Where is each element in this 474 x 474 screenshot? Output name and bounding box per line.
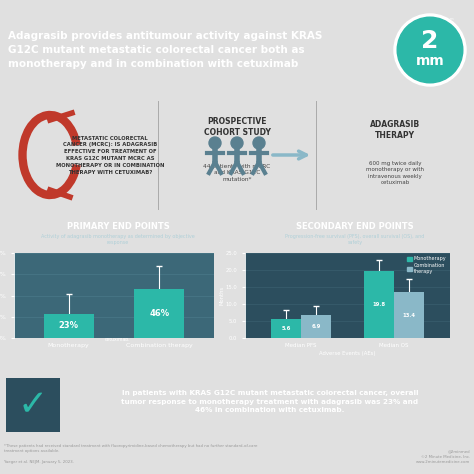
- Bar: [271, 319, 301, 338]
- Bar: [44, 314, 93, 338]
- Text: Yaeger et al. NEJM. January 5, 2023.: Yaeger et al. NEJM. January 5, 2023.: [4, 460, 74, 464]
- Text: 2: 2: [421, 29, 439, 53]
- Text: Progression-free survival (PFS), overall survival (OS), and
safety: Progression-free survival (PFS), overall…: [285, 234, 425, 245]
- Text: ™: ™: [448, 18, 454, 24]
- Circle shape: [231, 137, 243, 149]
- Text: 19.8: 19.8: [373, 302, 386, 307]
- Text: @2minmed
©2 Minute Medicine, Inc.
www.2minutemedicine.com: @2minmed ©2 Minute Medicine, Inc. www.2m…: [416, 450, 470, 464]
- Text: PRIMARY END POINTS: PRIMARY END POINTS: [67, 222, 169, 231]
- Y-axis label: Months: Months: [219, 286, 224, 305]
- Circle shape: [397, 17, 463, 83]
- Bar: [394, 292, 424, 338]
- Text: 5.6: 5.6: [281, 326, 291, 331]
- Text: SECONDARY END POINTS: SECONDARY END POINTS: [296, 222, 414, 231]
- Legend: Monotherapy, Combination
therapy: Monotherapy, Combination therapy: [406, 255, 447, 274]
- Text: 23%: 23%: [59, 321, 79, 330]
- Text: 13.4: 13.4: [402, 313, 416, 318]
- Bar: [301, 315, 331, 338]
- Text: mm: mm: [416, 54, 444, 68]
- Text: 44 patients with mCRC
and KRAS G12C
mutation*: 44 patients with mCRC and KRAS G12C muta…: [203, 164, 271, 182]
- Bar: [135, 289, 184, 338]
- Text: 600 mg twice daily
monotherapy or with
intravenous weekly
cetuximab: 600 mg twice daily monotherapy or with i…: [366, 161, 424, 185]
- Bar: [365, 271, 394, 338]
- Text: ✓: ✓: [18, 388, 48, 422]
- Text: 6.9: 6.9: [311, 324, 320, 329]
- Text: Activity of adagrasib monotherapy as determined by objective
response: Activity of adagrasib monotherapy as det…: [41, 234, 195, 245]
- Text: *These patients had received standard treatment with fluoropyrimidine-based chem: *These patients had received standard tr…: [4, 444, 257, 453]
- Text: 93% of patients in the monotherapy treatment group experienced
AEs of any grade : 93% of patients in the monotherapy treat…: [282, 318, 428, 337]
- Text: ADAGRASIB
THERAPY: ADAGRASIB THERAPY: [370, 120, 420, 140]
- Text: Adagrasib provides antitumour activity against KRAS
G12C mutant metastatic color: Adagrasib provides antitumour activity a…: [8, 31, 322, 69]
- Circle shape: [253, 137, 265, 149]
- Text: METASTATIC COLORECTAL
CANCER (MCRC): IS ADAGRASIB
EFFECTIVE FOR TREATMENT OF
KRA: METASTATIC COLORECTAL CANCER (MCRC): IS …: [56, 136, 164, 174]
- Text: PROSPECTIVE
COHORT STUDY: PROSPECTIVE COHORT STUDY: [203, 117, 271, 137]
- Text: In patients with pretreated metastatic colorectal cancer with
KRAS G12C mutation: In patients with pretreated metastatic c…: [49, 318, 187, 342]
- Circle shape: [209, 137, 221, 149]
- Text: In patients with KRAS G12C mutant metastatic colorectal cancer, overall
tumor re: In patients with KRAS G12C mutant metast…: [121, 391, 419, 413]
- FancyBboxPatch shape: [6, 378, 60, 432]
- X-axis label: Adverse Events (AEs): Adverse Events (AEs): [319, 351, 376, 356]
- Text: 46%: 46%: [149, 309, 170, 318]
- Circle shape: [394, 14, 466, 86]
